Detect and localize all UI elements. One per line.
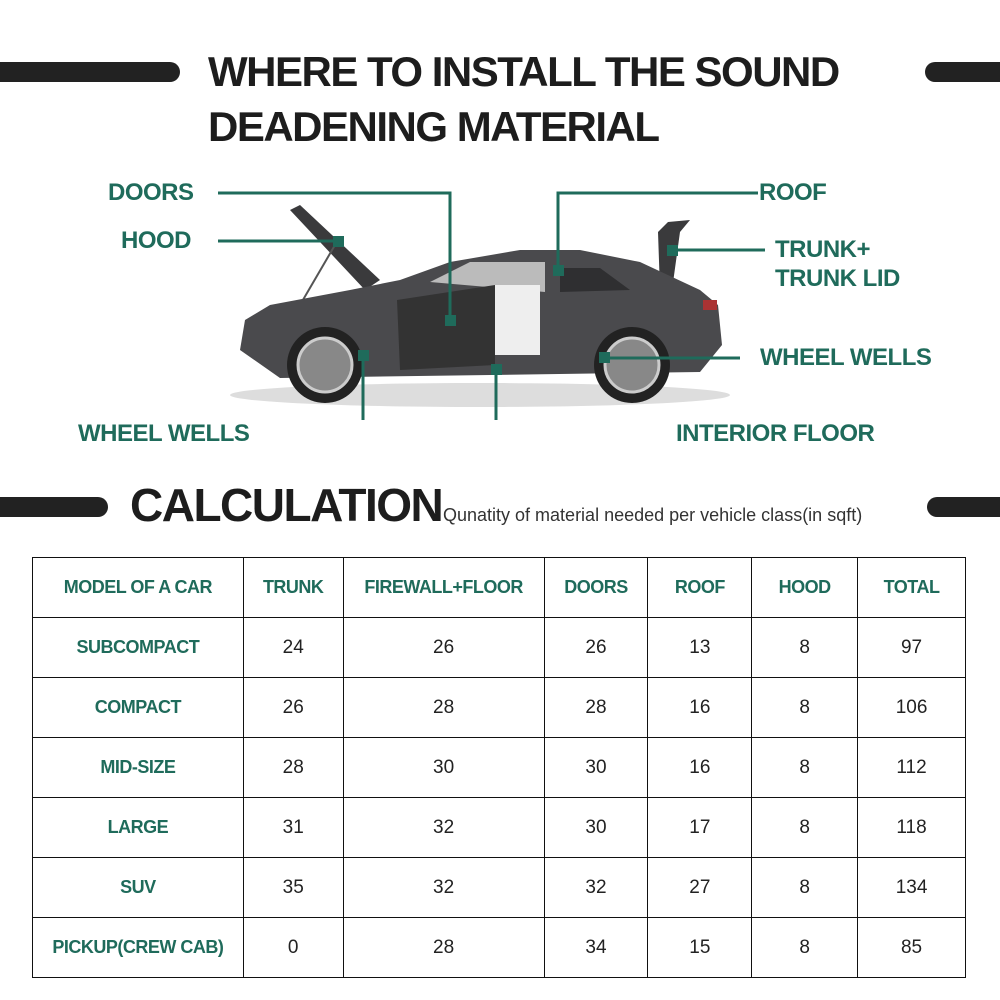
material-table: MODEL OF A CAR TRUNK FIREWALL+FLOOR DOORS RO… — [32, 557, 966, 978]
model-cell: LARGE — [32, 797, 244, 858]
door-shape — [397, 285, 495, 370]
label-wheel-wells-left: WHEEL WELLS — [78, 420, 250, 447]
table-row: COMPACT 26 28 28 16 8 106 — [32, 677, 966, 738]
value-cell: 32 — [342, 857, 545, 918]
value-cell: 31 — [242, 797, 344, 858]
hood-shape — [290, 205, 380, 290]
car-diagram — [218, 191, 765, 420]
column-header: FIREWALL+FLOOR — [342, 557, 545, 618]
model-cell: PICKUP(CREW CAB) — [32, 917, 244, 978]
value-cell: 97 — [857, 617, 966, 678]
value-cell: 28 — [342, 677, 545, 738]
value-cell: 34 — [543, 917, 649, 978]
value-cell: 85 — [857, 917, 966, 978]
label-roof: ROOF — [759, 179, 827, 206]
model-cell: SUBCOMPACT — [32, 617, 244, 678]
value-cell: 8 — [751, 917, 859, 978]
value-cell: 16 — [647, 737, 753, 798]
value-cell: 13 — [647, 617, 753, 678]
value-cell: 26 — [242, 677, 344, 738]
value-cell: 112 — [857, 737, 966, 798]
column-header: TRUNK — [242, 557, 344, 618]
value-cell: 17 — [647, 797, 753, 858]
table-row: LARGE 31 32 30 17 8 118 — [32, 797, 966, 858]
calculation-subtitle: Qunatity of material needed per vehicle … — [443, 505, 863, 525]
value-cell: 28 — [543, 677, 649, 738]
value-cell: 35 — [242, 857, 344, 918]
value-cell: 28 — [242, 737, 344, 798]
model-cell: COMPACT — [32, 677, 244, 738]
value-cell: 30 — [543, 797, 649, 858]
model-cell: SUV — [32, 857, 244, 918]
value-cell: 118 — [857, 797, 966, 858]
value-cell: 15 — [647, 917, 753, 978]
value-cell: 134 — [857, 857, 966, 918]
page-title-line2: DEADENING MATERIAL — [208, 103, 660, 150]
value-cell: 8 — [751, 617, 859, 678]
value-cell: 8 — [751, 737, 859, 798]
value-cell: 8 — [751, 857, 859, 918]
table-row: SUV 35 32 32 27 8 134 — [32, 857, 966, 918]
calculation-title: CALCULATION — [130, 479, 444, 531]
value-cell: 28 — [342, 917, 545, 978]
value-cell: 30 — [543, 737, 649, 798]
value-cell: 0 — [242, 917, 344, 978]
table-row: SUBCOMPACT 24 26 26 13 8 97 — [32, 617, 966, 678]
value-cell: 27 — [647, 857, 753, 918]
value-cell: 8 — [751, 677, 859, 738]
value-cell: 24 — [242, 617, 344, 678]
model-cell: MID-SIZE — [32, 737, 244, 798]
column-header: HOOD — [751, 557, 859, 618]
table-row: PICKUP(CREW CAB) 0 28 34 15 8 85 — [32, 917, 966, 978]
value-cell: 16 — [647, 677, 753, 738]
decor-bar-left-top — [0, 62, 180, 82]
value-cell: 106 — [857, 677, 966, 738]
column-header: TOTAL — [857, 557, 966, 618]
decor-bar-right-top — [925, 62, 1000, 82]
decor-bar-left-bottom — [0, 497, 108, 517]
page-title-line1: WHERE TO INSTALL THE SOUND — [208, 48, 840, 95]
label-trunk: TRUNK+ — [775, 236, 871, 263]
value-cell: 30 — [342, 737, 545, 798]
value-cell: 32 — [543, 857, 649, 918]
value-cell: 32 — [342, 797, 545, 858]
column-header: ROOF — [647, 557, 753, 618]
label-doors: DOORS — [108, 179, 194, 206]
label-hood: HOOD — [121, 227, 192, 254]
value-cell: 26 — [342, 617, 545, 678]
column-header: DOORS — [543, 557, 649, 618]
label-trunk-lid: TRUNK LID — [775, 265, 900, 292]
table-row: MID-SIZE 28 30 30 16 8 112 — [32, 737, 966, 798]
column-header: MODEL OF A CAR — [32, 557, 244, 618]
label-wheel-wells-right: WHEEL WELLS — [760, 344, 932, 371]
value-cell: 26 — [543, 617, 649, 678]
decor-bar-right-bottom — [927, 497, 1000, 517]
label-interior-floor: INTERIOR FLOOR — [676, 420, 875, 447]
value-cell: 8 — [751, 797, 859, 858]
table-header-row: MODEL OF A CAR TRUNK FIREWALL+FLOOR DOORS RO… — [32, 557, 966, 618]
